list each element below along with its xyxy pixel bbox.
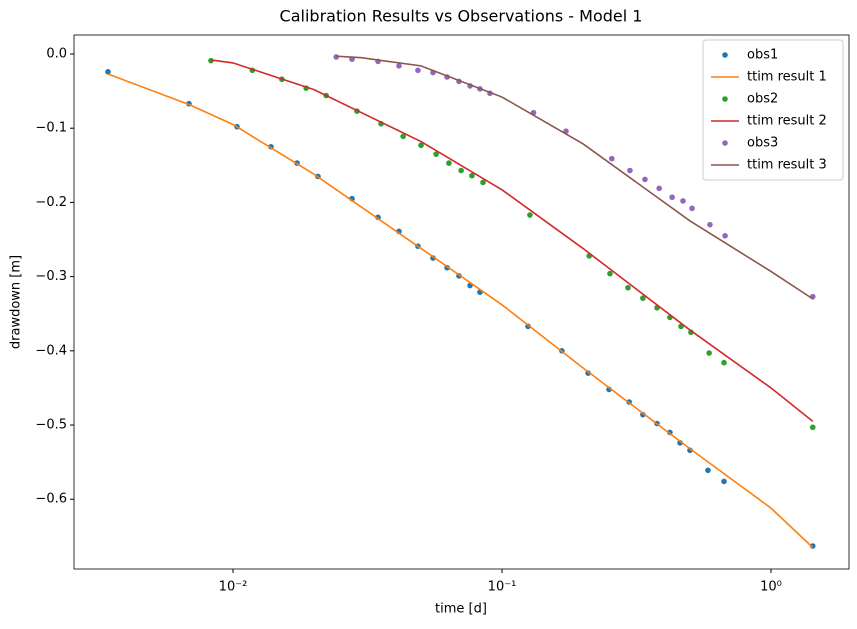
point <box>722 233 728 239</box>
point <box>400 133 406 140</box>
y-tick-label: −0.1 <box>35 121 67 136</box>
line <box>210 59 814 422</box>
x-axis-label: time [d] <box>435 602 487 617</box>
legend-label: ttim result 2 <box>747 114 827 129</box>
point <box>433 151 439 157</box>
point <box>469 172 475 179</box>
point <box>625 284 631 291</box>
legend-box <box>702 39 844 181</box>
legend-swatch <box>722 52 728 58</box>
point <box>627 167 633 174</box>
legend-swatch <box>722 96 728 102</box>
point <box>706 350 712 356</box>
point <box>656 185 662 192</box>
legend-label: obs2 <box>747 92 778 107</box>
point <box>446 160 452 166</box>
y-tick-label: −0.6 <box>35 492 67 507</box>
point <box>458 167 464 174</box>
line <box>107 73 814 549</box>
point <box>721 359 727 366</box>
point <box>415 67 421 74</box>
point <box>705 467 711 474</box>
point <box>669 194 675 201</box>
x-tick-label: 10⁻² <box>219 580 248 595</box>
x-tick-label: 10⁰ <box>760 580 782 595</box>
legend-label: obs1 <box>747 48 778 63</box>
point <box>480 179 486 186</box>
point <box>609 155 615 162</box>
point <box>607 270 613 277</box>
point <box>721 478 727 485</box>
x-tick-label: 10⁻¹ <box>488 580 517 595</box>
point <box>640 295 646 301</box>
point <box>689 205 695 212</box>
legend-swatch <box>722 140 728 146</box>
point <box>396 63 402 69</box>
point <box>809 543 816 549</box>
point <box>809 424 816 431</box>
y-tick-label: −0.5 <box>35 418 67 433</box>
y-tick-label: −0.2 <box>35 195 67 210</box>
legend-label: ttim result 3 <box>747 158 827 173</box>
y-tick-label: −0.3 <box>35 269 67 284</box>
y-tick-label: 0.0 <box>46 46 67 61</box>
point <box>642 176 648 183</box>
legend-label: ttim result 1 <box>747 70 827 85</box>
point <box>707 221 713 228</box>
point <box>105 69 111 75</box>
point <box>527 212 533 218</box>
chart-title: Calibration Results vs Observations - Mo… <box>280 7 643 26</box>
y-tick-label: −0.4 <box>35 343 67 358</box>
line <box>336 55 814 300</box>
plot-frame <box>73 34 850 570</box>
legend-label: obs3 <box>747 136 778 151</box>
point <box>680 198 686 204</box>
point <box>418 142 424 149</box>
y-axis-label: drawdown [m] <box>9 255 24 349</box>
